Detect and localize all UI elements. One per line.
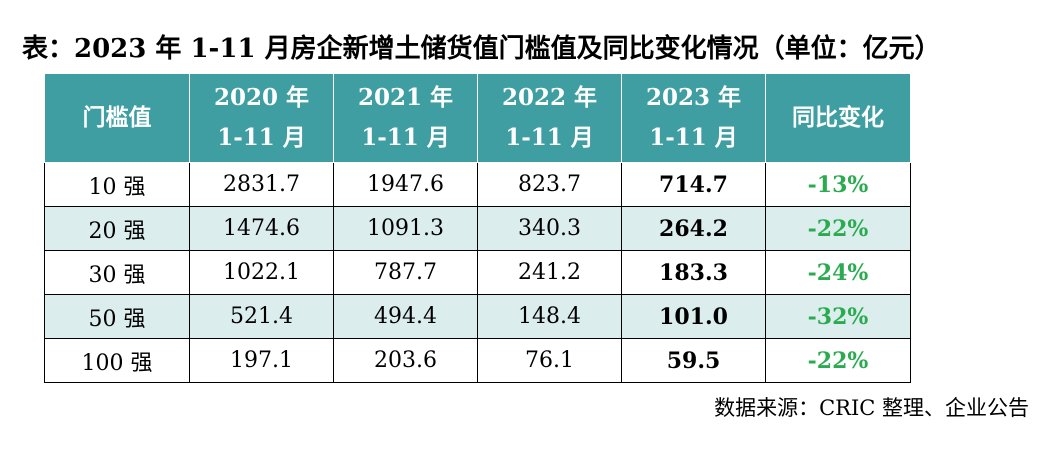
table-row: 10 强 2831.7 1947.6 823.7 714.7 -13% (44, 162, 911, 207)
table-row: 30 强 1022.1 787.7 241.2 183.3 -24% (44, 250, 911, 295)
value-2022-cell: 76.1 (477, 338, 622, 383)
tier-cell: 20 强 (44, 206, 190, 251)
value-2023-cell: 264.2 (621, 206, 766, 251)
value-2020-cell: 521.4 (189, 294, 334, 339)
value-2022-cell: 340.3 (477, 206, 622, 251)
table-title: 表：2023 年 1-11 月房企新增土储货值门槛值及同比变化情况（单位：亿元） (22, 34, 941, 64)
table-row: 20 强 1474.6 1091.3 340.3 264.2 -22% (44, 206, 911, 251)
header-row: 门槛值 2020 年 1-11 月 2021 年 1-11 月 2022 年 1-11… (44, 73, 911, 163)
tier-cell: 100 强 (44, 338, 190, 383)
table-row: 50 强 521.4 494.4 148.4 101.0 -32% (44, 294, 911, 339)
header-threshold: 门槛值 (44, 73, 190, 163)
value-2023-cell: 59.5 (621, 338, 766, 383)
header-2023: 2023 年 1-11 月 (621, 73, 766, 163)
value-2023-cell: 101.0 (621, 294, 766, 339)
value-2021-cell: 1091.3 (333, 206, 478, 251)
yoy-cell: -13% (765, 162, 911, 207)
yoy-cell: -22% (765, 206, 911, 251)
value-2023-cell: 714.7 (621, 162, 766, 207)
value-2022-cell: 148.4 (477, 294, 622, 339)
yoy-cell: -24% (765, 250, 911, 295)
value-2020-cell: 197.1 (189, 338, 334, 383)
header-2021: 2021 年 1-11 月 (333, 73, 478, 163)
value-2021-cell: 494.4 (333, 294, 478, 339)
value-2022-cell: 823.7 (477, 162, 622, 207)
value-2020-cell: 2831.7 (189, 162, 334, 207)
yoy-cell: -32% (765, 294, 911, 339)
yoy-cell: -22% (765, 338, 911, 383)
header-2020: 2020 年 1-11 月 (189, 73, 334, 163)
value-2021-cell: 203.6 (333, 338, 478, 383)
threshold-table: 门槛值 2020 年 1-11 月 2021 年 1-11 月 2022 年 1-11… (44, 73, 911, 383)
value-2021-cell: 787.7 (333, 250, 478, 295)
value-2023-cell: 183.3 (621, 250, 766, 295)
tier-cell: 50 强 (44, 294, 190, 339)
value-2020-cell: 1022.1 (189, 250, 334, 295)
value-2021-cell: 1947.6 (333, 162, 478, 207)
value-2020-cell: 1474.6 (189, 206, 334, 251)
table-row: 100 强 197.1 203.6 76.1 59.5 -22% (44, 338, 911, 383)
header-yoy: 同比变化 (765, 73, 911, 163)
header-2022: 2022 年 1-11 月 (477, 73, 622, 163)
value-2022-cell: 241.2 (477, 250, 622, 295)
tier-cell: 10 强 (44, 162, 190, 207)
tier-cell: 30 强 (44, 250, 190, 295)
source-note: 数据来源：CRIC 整理、企业公告 (714, 396, 1029, 420)
